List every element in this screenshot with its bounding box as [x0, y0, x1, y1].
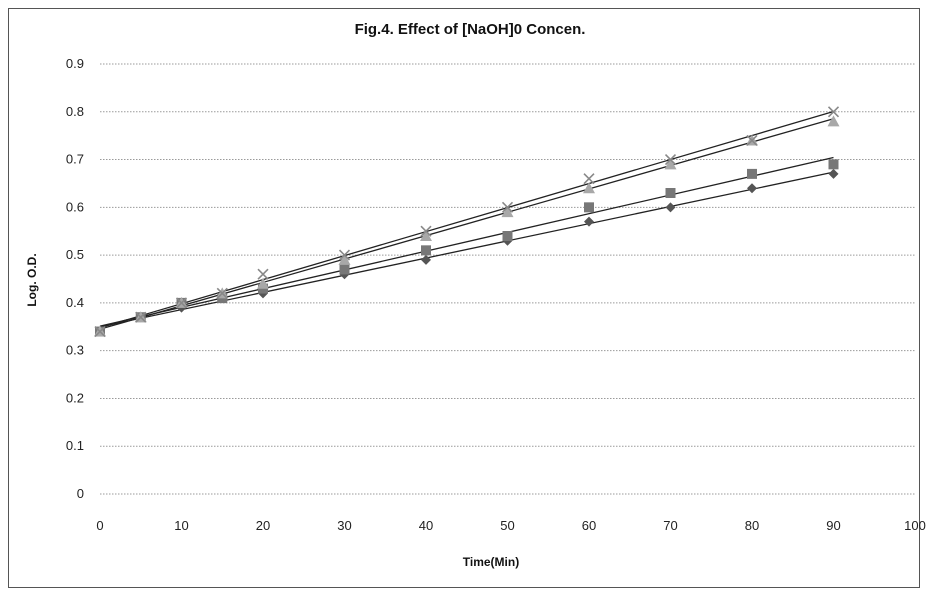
data-point-diamond [665, 202, 676, 213]
x-tick-label: 80 [745, 518, 759, 533]
data-point-x [257, 268, 269, 280]
chart-title: Fig.4. Effect of [NaOH]0 Concen. [355, 21, 586, 38]
x-tick-label: 40 [419, 518, 433, 533]
data-point-square [584, 202, 594, 213]
data-point-square [502, 231, 513, 241]
data-point-diamond [421, 254, 431, 265]
data-point-x [827, 106, 840, 118]
x-axis-label: Time(Min) [463, 555, 519, 569]
x-tick-label: 0 [96, 518, 103, 533]
y-tick-label: 0.6 [66, 199, 84, 214]
chart-frame [8, 8, 920, 588]
data-point-square [421, 245, 431, 256]
trendline [99, 171, 834, 328]
y-tick-label: 0.3 [66, 343, 84, 358]
y-tick-label: 0.4 [66, 295, 84, 310]
y-axis-label: Log. O.D. [25, 253, 39, 306]
data-point-square [828, 159, 839, 170]
data-point-x [338, 249, 351, 261]
gridlines [100, 63, 915, 495]
data-point-x [94, 325, 106, 338]
x-tick-label: 60 [582, 518, 596, 533]
x-tick-label: 70 [663, 518, 677, 533]
data-point-x [583, 173, 595, 185]
y-tick-label: 0.7 [66, 152, 84, 167]
y-tick-label: 0.1 [66, 438, 84, 453]
data-point-x [420, 225, 432, 237]
data-point-triangle [664, 158, 677, 170]
y-tick-label: 0.8 [66, 104, 84, 119]
data-point-x [664, 153, 677, 166]
data-point-x [746, 134, 758, 147]
x-tick-label: 50 [500, 518, 514, 533]
data-point-x [175, 297, 188, 309]
data-point-triangle [420, 230, 432, 241]
data-point-square [665, 188, 676, 198]
x-tick-label: 10 [174, 518, 188, 533]
data-point-triangle [501, 206, 514, 218]
data-point-x [501, 201, 514, 213]
data-point-triangle [827, 115, 840, 127]
data-point-diamond [828, 168, 839, 179]
y-tick-label: 0.9 [66, 56, 84, 71]
x-tick-label: 100 [904, 518, 926, 533]
data-points [94, 106, 840, 338]
data-point-square [339, 264, 350, 275]
x-tick-label: 90 [826, 518, 840, 533]
trendlines [99, 110, 834, 330]
x-tick-label: 30 [337, 518, 351, 533]
trendline [99, 118, 834, 330]
trendline [99, 110, 834, 329]
x-tick-label: 20 [256, 518, 270, 533]
y-tick-label: 0.5 [66, 247, 84, 262]
data-point-diamond [584, 216, 594, 227]
data-point-triangle [338, 253, 351, 265]
data-point-diamond [747, 183, 757, 194]
data-point-x [216, 287, 228, 299]
y-tick-label: 0.2 [66, 390, 84, 405]
data-point-x [135, 311, 147, 323]
trendline [99, 156, 834, 327]
data-point-triangle [257, 277, 269, 289]
tick-labels: 0 0.1 0.2 0.3 0.4 0.5 0.6 0.7 0.8 0.9 0 10 20 30 40 50 6… [66, 56, 926, 533]
data-point-square [747, 168, 757, 179]
y-tick-label: 0 [77, 486, 84, 501]
data-point-triangle [583, 182, 595, 194]
